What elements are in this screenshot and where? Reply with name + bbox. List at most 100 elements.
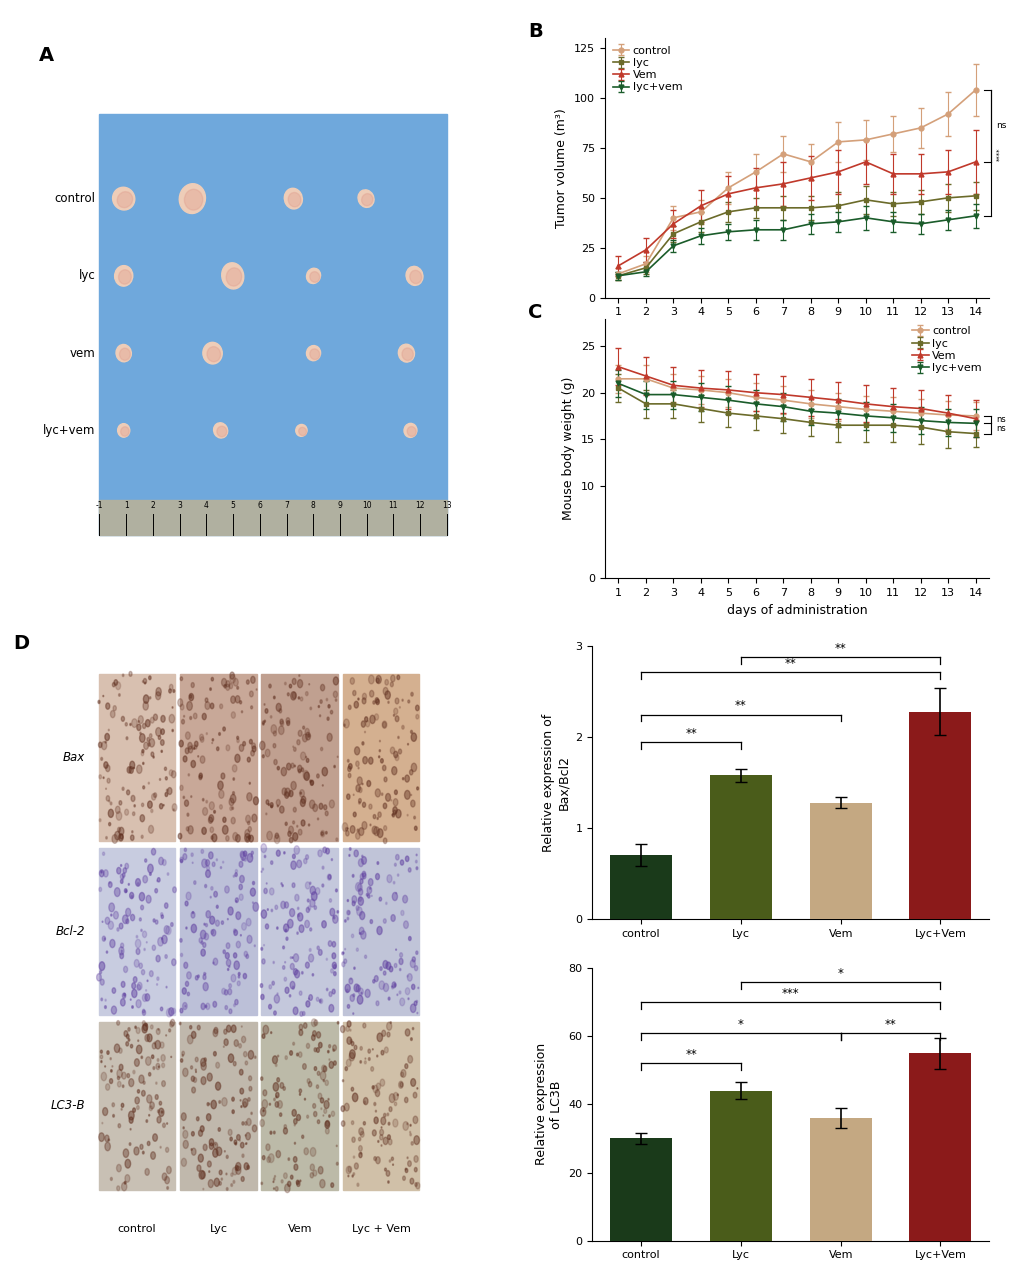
Circle shape [205,1005,207,1008]
Circle shape [152,794,156,800]
Circle shape [180,860,182,862]
Circle shape [228,984,231,987]
Ellipse shape [362,194,373,206]
Circle shape [280,720,283,727]
Circle shape [310,899,315,908]
Circle shape [246,837,249,841]
Circle shape [160,739,164,746]
Circle shape [106,703,110,709]
Circle shape [191,1066,193,1069]
Circle shape [154,1042,155,1044]
Circle shape [146,719,150,727]
Circle shape [409,937,411,941]
Circle shape [203,942,206,947]
Circle shape [279,806,284,813]
Circle shape [271,909,272,912]
Circle shape [138,982,142,990]
Circle shape [235,1162,240,1171]
Circle shape [275,1101,278,1108]
Circle shape [410,960,415,967]
Circle shape [405,790,410,799]
Circle shape [213,958,217,965]
Circle shape [392,806,396,814]
Circle shape [168,689,171,693]
Circle shape [352,875,354,877]
Circle shape [273,1098,275,1100]
Circle shape [330,710,332,714]
Circle shape [125,1175,129,1182]
Circle shape [290,861,296,870]
Circle shape [348,979,353,984]
Circle shape [212,739,213,741]
Circle shape [114,680,117,685]
Circle shape [108,922,113,929]
Text: **: ** [834,642,846,656]
Circle shape [106,1084,110,1090]
Circle shape [323,1080,324,1081]
Circle shape [264,889,267,894]
Circle shape [234,1142,236,1144]
Circle shape [185,748,189,753]
Circle shape [252,746,256,752]
Circle shape [391,982,395,987]
Ellipse shape [310,349,319,360]
Circle shape [244,851,247,856]
Circle shape [393,708,397,714]
Circle shape [411,730,412,733]
Circle shape [159,1101,161,1105]
Circle shape [393,1093,397,1100]
Circle shape [332,962,336,968]
Circle shape [373,827,379,836]
Circle shape [231,818,235,824]
Circle shape [300,793,302,794]
Circle shape [271,724,276,733]
Circle shape [350,848,351,851]
Circle shape [228,966,229,967]
Circle shape [122,993,125,999]
Circle shape [348,855,350,856]
Circle shape [146,1119,148,1123]
Circle shape [143,1151,144,1153]
Circle shape [192,746,195,749]
Circle shape [218,1128,220,1132]
Circle shape [239,1070,243,1075]
Text: 2: 2 [151,501,155,510]
Circle shape [320,685,324,691]
Circle shape [307,1115,309,1118]
Circle shape [192,1132,195,1136]
Circle shape [116,867,121,874]
Circle shape [374,1117,378,1124]
Circle shape [358,884,362,891]
Circle shape [372,1129,376,1136]
Circle shape [99,887,102,891]
Circle shape [411,763,416,772]
Circle shape [369,804,372,809]
Circle shape [182,987,186,994]
Circle shape [129,893,133,899]
Circle shape [185,927,186,929]
Circle shape [108,809,113,818]
Circle shape [224,685,226,687]
Circle shape [284,901,288,908]
Circle shape [142,749,144,753]
Circle shape [300,790,304,798]
Circle shape [405,1098,408,1103]
Circle shape [325,848,329,855]
Circle shape [273,696,275,699]
Ellipse shape [288,192,301,206]
Circle shape [249,1086,252,1091]
Circle shape [238,894,243,900]
Circle shape [252,1125,257,1132]
Circle shape [364,1061,366,1063]
Circle shape [118,834,123,841]
Circle shape [222,825,228,834]
Circle shape [348,705,351,709]
Circle shape [123,867,126,874]
Circle shape [333,766,335,767]
Circle shape [270,805,272,808]
Circle shape [350,677,354,685]
Circle shape [379,749,380,752]
Circle shape [137,765,142,774]
Circle shape [275,1096,277,1098]
Circle shape [228,1129,232,1136]
